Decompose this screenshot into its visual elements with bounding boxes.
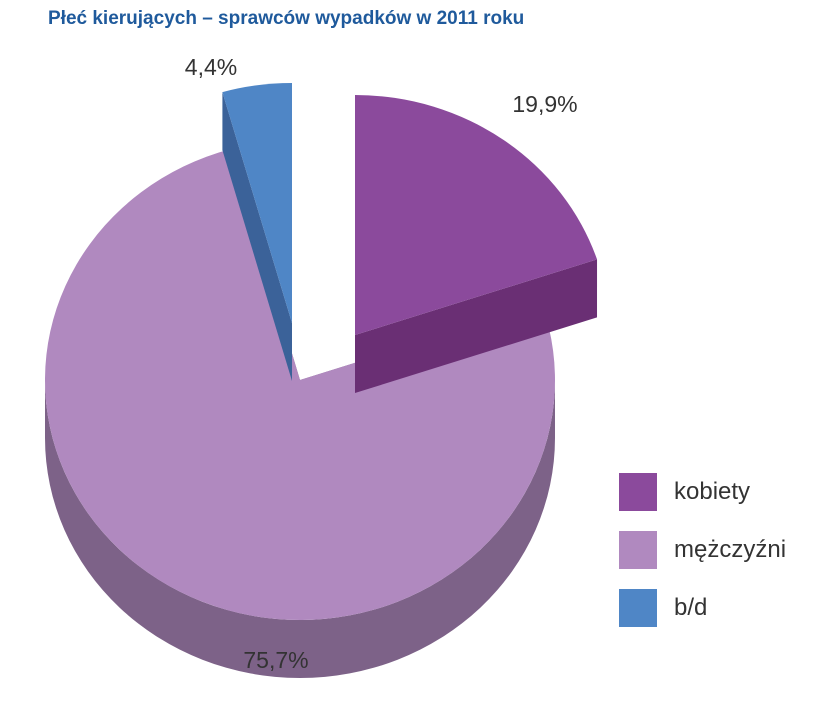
legend-swatch-mezczyzni	[619, 531, 657, 569]
pie-cut-kobiety-1	[355, 259, 598, 393]
data-label-kobiety: 19,9%	[512, 91, 577, 117]
pie-slice-bd	[222, 83, 292, 382]
legend-label-bd: b/d	[674, 594, 708, 621]
pie-top-kobiety	[355, 95, 598, 335]
pie-slice-kobiety	[355, 95, 598, 393]
pie-cut-bd-0	[222, 92, 292, 382]
legend-item-mezczyzni: mężczyźni	[619, 530, 786, 570]
data-label-mezczyzni: 75,7%	[243, 647, 308, 673]
legend-label-mezczyzni: mężczyźni	[674, 536, 787, 563]
pie-rim-mezczyzni	[45, 380, 555, 678]
pie-top-bd	[222, 83, 292, 323]
legend-swatch-bd	[619, 589, 657, 627]
chart-title: Płeć kierujących – sprawców wypadków w 2…	[48, 8, 525, 29]
chart-legend: kobiety mężczyźni b/d	[619, 472, 786, 646]
pie-top-mezczyzni	[45, 149, 556, 621]
legend-item-kobiety: kobiety	[619, 472, 786, 512]
legend-item-bd: b/d	[619, 588, 786, 628]
data-label-bd: 4,4%	[185, 54, 237, 80]
legend-swatch-kobiety	[619, 473, 657, 511]
legend-label-kobiety: kobiety	[674, 478, 751, 505]
